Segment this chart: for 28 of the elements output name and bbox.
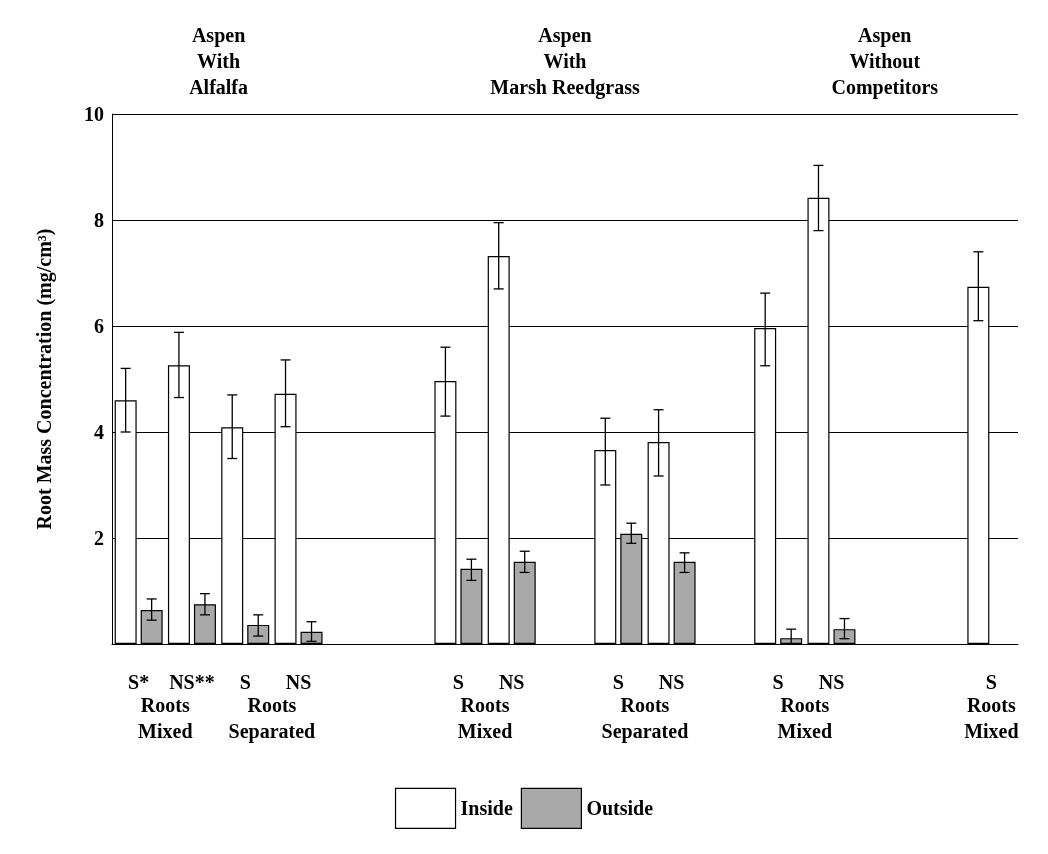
x-tick-label: NS bbox=[498, 671, 525, 693]
text: Aspen With Marsh Reedgrass bbox=[490, 24, 640, 99]
x-tick-label: NS bbox=[658, 671, 685, 693]
text: Roots Mixed bbox=[457, 694, 513, 742]
y-tick-label: 10 bbox=[84, 103, 104, 125]
x-tick-label: S bbox=[612, 671, 624, 693]
y-axis-title: Root Mass Concentration (mg/cm³) bbox=[33, 228, 56, 530]
x-tick-label: S bbox=[985, 671, 997, 693]
text: Roots Separated bbox=[601, 694, 689, 743]
y-tick-label: 8 bbox=[94, 209, 104, 231]
y-tick-label: 6 bbox=[94, 315, 104, 337]
x-tick-label: S bbox=[772, 671, 784, 693]
legend-label: Outside bbox=[586, 797, 654, 820]
x-tick-label: NS** bbox=[169, 671, 215, 693]
x-tick-label: S bbox=[452, 671, 464, 693]
y-tick-label: 2 bbox=[94, 527, 104, 549]
x-tick-label: NS bbox=[818, 671, 845, 693]
x-tick-label: S bbox=[239, 671, 251, 693]
text: Roots Separated bbox=[228, 694, 316, 743]
text: Roots Mixed bbox=[777, 694, 833, 742]
text: Aspen Without Competitors bbox=[831, 24, 939, 99]
text: Aspen With Alfalfa bbox=[189, 24, 249, 98]
x-tick-label: NS bbox=[285, 671, 312, 693]
x-tick-label: S* bbox=[128, 671, 150, 693]
legend-label: Inside bbox=[460, 797, 513, 820]
text: Roots Mixed bbox=[964, 694, 1019, 742]
text: Roots Mixed bbox=[138, 694, 193, 742]
y-tick-label: 4 bbox=[94, 421, 104, 443]
